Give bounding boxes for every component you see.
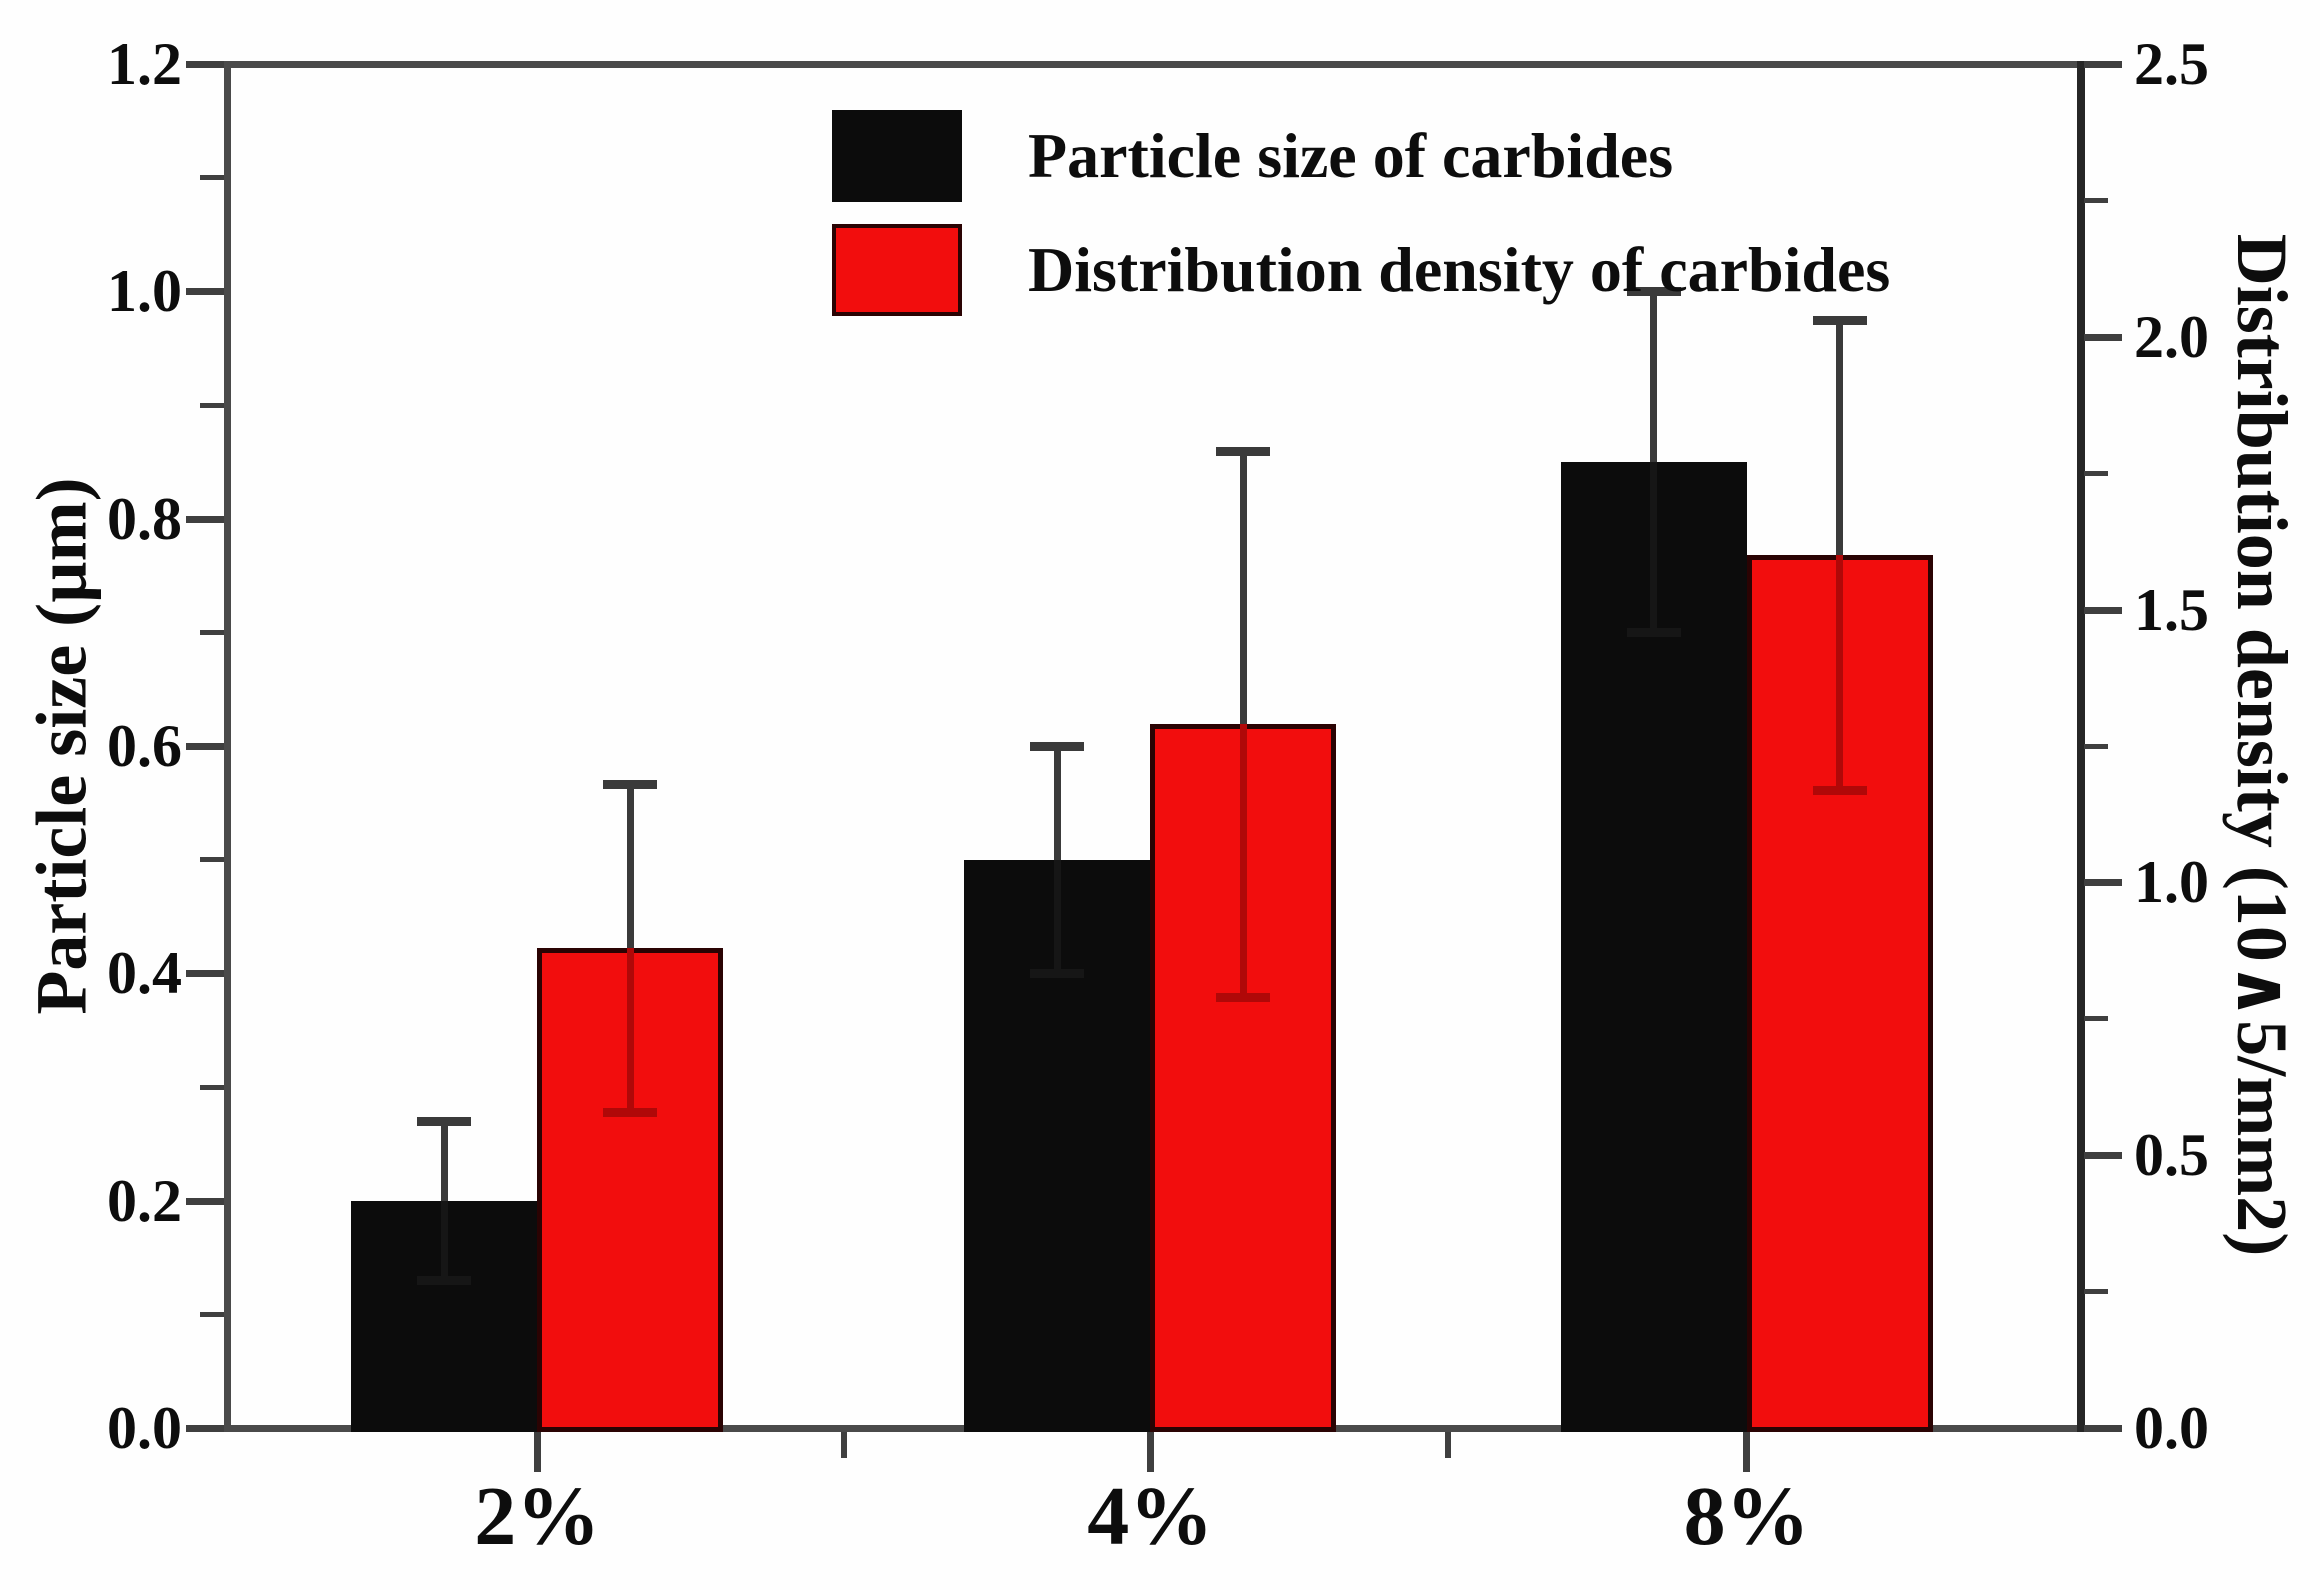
legend-item-distribution-density: Distribution density of carbides — [832, 224, 1890, 316]
right-axis-title: Distribution density (10∧5/mm2) — [2222, 233, 2302, 1257]
error-bar-upper-line — [626, 784, 634, 948]
right-axis-tick-label: 1.0 — [2134, 849, 2209, 916]
error-bar-lower-line — [1239, 724, 1247, 997]
error-bar-upper-line — [440, 1121, 448, 1201]
right-axis-major-tick — [2084, 61, 2122, 68]
left-axis-line — [224, 61, 231, 1432]
error-bar-lower-line — [1650, 461, 1658, 633]
right-axis-tick-label: 1.5 — [2134, 576, 2209, 643]
error-bar-upper-cap — [603, 780, 658, 790]
error-bar-upper-line — [1239, 451, 1247, 725]
error-bar-upper-cap — [1812, 316, 1867, 326]
left-axis-major-tick — [186, 288, 224, 296]
legend-label-particle-size: Particle size of carbides — [1028, 120, 1674, 191]
left-axis-major-tick — [186, 1425, 224, 1432]
right-axis-tick-label: 2.5 — [2134, 31, 2209, 97]
left-axis-minor-tick — [200, 1311, 224, 1317]
error-bar-lower-cap — [1626, 628, 1681, 638]
right-axis-minor-tick — [2084, 197, 2108, 203]
error-bar-lower-cap — [417, 1276, 472, 1286]
left-axis-tick-label: 0.8 — [107, 485, 182, 552]
right-axis-tick-label: 0.0 — [2134, 1395, 2209, 1461]
error-bar-upper-cap — [1030, 742, 1085, 751]
left-axis-tick-label: 0.4 — [107, 940, 182, 1007]
x-axis-minor-tick — [1445, 1432, 1452, 1458]
x-axis-minor-tick — [840, 1432, 847, 1458]
error-bar-upper-cap — [1626, 287, 1681, 297]
right-axis-major-tick — [2084, 333, 2122, 341]
right-axis-minor-tick — [2084, 743, 2108, 749]
error-bar-lower-cap — [603, 1107, 658, 1117]
plot-border-top — [224, 61, 2084, 68]
left-axis-minor-tick — [200, 857, 224, 863]
x-axis-category-label: 2% — [474, 1470, 601, 1563]
right-axis-minor-tick — [2084, 1289, 2108, 1295]
legend-item-particle-size: Particle size of carbides — [832, 110, 1890, 202]
error-bar-upper-cap — [1216, 447, 1271, 457]
legend-swatch-particle-size — [832, 110, 962, 202]
left-axis-tick-label: 0.6 — [107, 713, 182, 779]
error-bar-upper-line — [1053, 746, 1061, 860]
right-axis-major-tick — [2084, 606, 2122, 614]
left-axis-minor-tick — [200, 175, 224, 181]
error-bar-lower-cap — [1216, 992, 1271, 1002]
error-bar-lower-cap — [1812, 785, 1867, 795]
right-axis-major-tick — [2084, 1425, 2122, 1432]
right-axis-tick-label: 0.5 — [2134, 1122, 2209, 1189]
right-axis-minor-tick — [2084, 1016, 2108, 1022]
right-axis-line — [2077, 61, 2085, 1432]
left-axis-major-tick — [186, 743, 224, 750]
x-axis-major-tick — [1146, 1432, 1154, 1472]
left-axis-minor-tick — [200, 402, 224, 408]
x-axis-major-tick — [533, 1432, 541, 1472]
x-axis-major-tick — [1743, 1432, 1751, 1472]
right-axis-tick-label: 2.0 — [2134, 303, 2209, 370]
error-bar-lower-line — [1836, 555, 1844, 790]
left-axis-major-tick — [186, 61, 224, 68]
error-bar-lower-line — [1053, 859, 1061, 974]
left-axis-major-tick — [186, 515, 224, 523]
left-axis-major-tick — [186, 1197, 224, 1205]
left-axis-major-tick — [186, 970, 224, 978]
error-bar-upper-line — [1836, 320, 1844, 556]
legend: Particle size of carbides Distribution d… — [832, 110, 1890, 338]
left-axis-tick-label: 0.2 — [107, 1167, 182, 1234]
left-axis-tick-label: 1.0 — [107, 258, 182, 325]
left-axis-tick-label: 0.0 — [107, 1395, 182, 1461]
x-axis-category-label: 8% — [1683, 1470, 1810, 1563]
legend-label-distribution-density: Distribution density of carbides — [1028, 234, 1891, 305]
error-bar-upper-cap — [417, 1117, 472, 1127]
legend-swatch-distribution-density — [832, 224, 962, 316]
x-axis-category-label: 4% — [1087, 1470, 1214, 1563]
error-bar-lower-line — [440, 1200, 448, 1281]
error-bar-lower-line — [626, 947, 634, 1112]
left-axis-minor-tick — [200, 629, 224, 635]
left-axis-tick-label: 1.2 — [107, 31, 182, 97]
error-bar-lower-cap — [1030, 969, 1085, 979]
error-bar-upper-line — [1650, 291, 1658, 462]
right-axis-major-tick — [2084, 1152, 2122, 1160]
right-axis-major-tick — [2084, 879, 2122, 887]
right-axis-minor-tick — [2084, 470, 2108, 476]
left-axis-minor-tick — [200, 1084, 224, 1090]
